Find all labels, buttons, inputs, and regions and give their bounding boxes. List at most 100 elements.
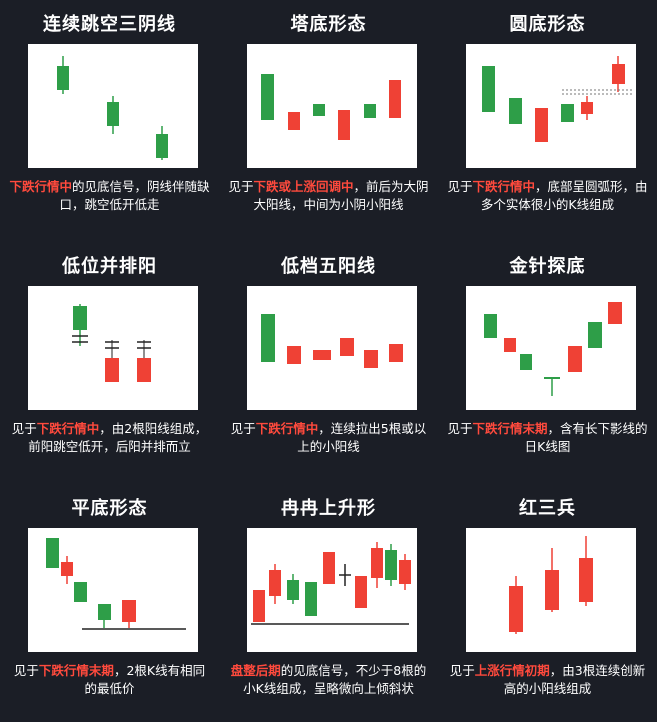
bearish-candle bbox=[520, 354, 532, 370]
highlight-text: 盘整后期 bbox=[230, 663, 281, 678]
hammer-candle bbox=[544, 377, 560, 396]
bearish-candle bbox=[305, 582, 317, 616]
bullish-candle bbox=[612, 56, 625, 92]
description-text: ，含有长下影线的日K线图 bbox=[524, 421, 648, 454]
pattern-description: 见于下跌行情中，底部呈圆弧形，由多个实体很小的K线组成 bbox=[446, 178, 649, 214]
candlestick-chart bbox=[261, 74, 401, 140]
pattern-title: 低位并排阳 bbox=[62, 256, 157, 277]
description-text: 的见底信号，不少于8根的小K线组成，呈略微向上倾斜状 bbox=[243, 663, 427, 696]
bullish-candle bbox=[364, 350, 378, 368]
bullish-candle bbox=[313, 350, 331, 360]
pattern-description: 下跌行情中的见底信号，阴线伴随缺口，跳空低开低走 bbox=[8, 178, 211, 214]
description-text: ，2根K线有相同的最低价 bbox=[84, 663, 206, 696]
bullish-candle bbox=[122, 600, 136, 628]
pattern-description: 见于下跌或上涨回调中，前后为大阴大阳线，中间为小阴小阳线 bbox=[227, 178, 430, 214]
pattern-card: 塔底形态 见于下跌或上涨回调中，前后为大阴大阳线，中间为小阴小阳线 bbox=[219, 0, 438, 238]
bullish-candle bbox=[389, 344, 403, 362]
bullish-candle bbox=[137, 340, 151, 382]
candlestick-chart bbox=[482, 56, 632, 142]
pattern-card: 金针探底 见于下跌行情末期，含有长下影线的日K线图 bbox=[438, 242, 657, 480]
bullish-candle bbox=[340, 338, 354, 356]
bearish-candle bbox=[561, 104, 574, 122]
bullish-candle bbox=[568, 346, 582, 372]
pattern-title: 金针探底 bbox=[509, 256, 586, 277]
candlestick-illustration bbox=[247, 44, 417, 168]
candlestick-illustration bbox=[247, 528, 417, 652]
bullish-candle bbox=[338, 110, 350, 140]
bullish-candle bbox=[355, 576, 367, 608]
candlestick-chart bbox=[261, 314, 403, 368]
pattern-description: 见于下跌行情末期，含有长下影线的日K线图 bbox=[446, 420, 649, 456]
candlestick-chart bbox=[57, 56, 168, 160]
bearish-candle bbox=[74, 582, 87, 602]
bullish-candle bbox=[399, 554, 411, 590]
bullish-candle bbox=[579, 536, 593, 606]
description-text: 见于 bbox=[447, 421, 473, 436]
doji-candle bbox=[339, 564, 351, 586]
bullish-candle bbox=[545, 548, 559, 612]
bearish-candle bbox=[588, 322, 602, 348]
candlestick-chart bbox=[484, 302, 622, 396]
pattern-card: 平底形态 见于下跌行情末期，2根K线有相同的最低价 bbox=[0, 484, 219, 722]
description-text: ，由2根阳线组成，前阳跳空低开，后阳并排而立 bbox=[28, 421, 208, 454]
candlestick-illustration bbox=[247, 286, 417, 410]
highlight-text: 下跌行情末期 bbox=[472, 421, 548, 436]
description-text: 见于 bbox=[13, 663, 39, 678]
description-text: 见于 bbox=[230, 421, 256, 436]
candlestick-chart bbox=[509, 536, 593, 634]
bullish-candle bbox=[608, 302, 622, 324]
pattern-card: 低位并排阳 bbox=[0, 242, 219, 480]
bearish-candle bbox=[484, 314, 497, 338]
highlight-text: 下跌或上涨回调中 bbox=[253, 179, 354, 194]
pattern-title: 红三兵 bbox=[519, 498, 576, 519]
description-text: ，由3根连续创新高的小阳线组成 bbox=[503, 663, 646, 696]
candlestick-illustration bbox=[28, 286, 198, 410]
candlestick-illustration bbox=[28, 44, 198, 168]
bearish-candle bbox=[107, 96, 119, 134]
highlight-text: 下跌行情末期 bbox=[38, 663, 114, 678]
candlestick-illustration bbox=[466, 528, 636, 652]
bearish-candle bbox=[98, 604, 111, 628]
pattern-title: 平底形态 bbox=[71, 498, 148, 519]
candlestick-chart bbox=[72, 304, 151, 382]
highlight-text: 上涨行情初期 bbox=[474, 663, 550, 678]
bearish-candle bbox=[261, 314, 275, 362]
bearish-candle bbox=[57, 56, 69, 94]
pattern-title: 塔底形态 bbox=[290, 14, 367, 35]
pattern-title: 圆底形态 bbox=[509, 14, 586, 35]
candlestick-chart bbox=[251, 542, 411, 625]
bullish-candle bbox=[581, 96, 593, 120]
highlight-text: 下跌行情中 bbox=[36, 421, 100, 436]
bearish-candle bbox=[313, 104, 325, 116]
bullish-candle bbox=[61, 556, 73, 584]
pattern-card: 连续跳空三阴线 下跌行情中的见底信号，阴线伴随缺口，跳空低开低走 bbox=[0, 0, 219, 238]
bearish-candle bbox=[385, 544, 397, 586]
pattern-description: 见于上涨行情初期，由3根连续创新高的小阳线组成 bbox=[446, 662, 649, 698]
description-text: 见于 bbox=[449, 663, 475, 678]
bearish-candle bbox=[482, 66, 495, 112]
pattern-description: 见于下跌行情中，连续拉出5根或以上的小阳线 bbox=[227, 420, 430, 456]
pattern-card: 冉冉上升形 bbox=[219, 484, 438, 722]
pattern-title: 冉冉上升形 bbox=[281, 498, 376, 519]
pattern-description: 盘整后期的见底信号，不少于8根的小K线组成，呈略微向上倾斜状 bbox=[227, 662, 430, 698]
description-text: 见于 bbox=[11, 421, 37, 436]
description-text: ，底部呈圆弧形，由多个实体很小的K线组成 bbox=[480, 179, 648, 212]
candlestick-illustration bbox=[28, 528, 198, 652]
bearish-candle bbox=[509, 98, 522, 124]
bullish-candle bbox=[535, 108, 548, 142]
description-text: 见于 bbox=[228, 179, 254, 194]
candlestick-illustration bbox=[466, 286, 636, 410]
bearish-candle bbox=[46, 538, 59, 568]
description-text: ，连续拉出5根或以上的小阳线 bbox=[297, 421, 427, 454]
bullish-candle bbox=[288, 112, 300, 130]
candlestick-chart bbox=[46, 538, 186, 630]
bearish-candle bbox=[287, 574, 299, 604]
bullish-candle bbox=[371, 542, 383, 588]
bullish-candle bbox=[509, 576, 523, 634]
bearish-candle bbox=[72, 304, 88, 346]
bullish-candle bbox=[253, 590, 265, 622]
bearish-candle bbox=[156, 126, 168, 160]
highlight-text: 下跌行情中 bbox=[255, 421, 319, 436]
bullish-candle bbox=[323, 552, 335, 584]
